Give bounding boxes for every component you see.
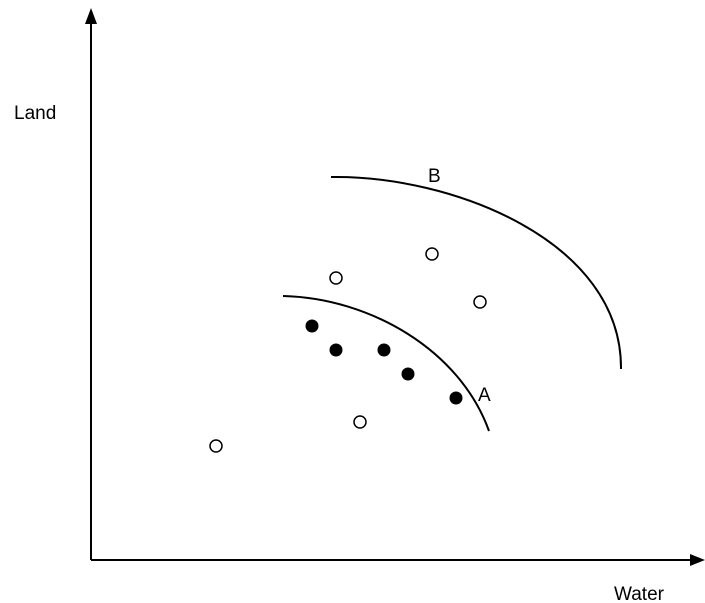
hollow-point <box>329 271 343 285</box>
hollow-point <box>353 415 367 429</box>
y-axis-label: Land <box>14 103 56 124</box>
curve-a <box>282 295 490 432</box>
hollow-point <box>209 439 223 453</box>
curve-b <box>330 175 623 370</box>
filled-point <box>401 367 415 381</box>
x-axis-label: Water <box>614 584 665 603</box>
curve-b-label: B <box>428 166 441 187</box>
filled-point <box>449 391 463 405</box>
x-axis-arrowhead <box>690 554 705 566</box>
hollow-point <box>425 247 439 261</box>
filled-point <box>329 343 343 357</box>
hollow-point <box>473 295 487 309</box>
curve-a-label: A <box>478 385 491 406</box>
filled-point <box>377 343 391 357</box>
filled-point <box>305 319 319 333</box>
y-axis-arrowhead <box>85 8 97 24</box>
